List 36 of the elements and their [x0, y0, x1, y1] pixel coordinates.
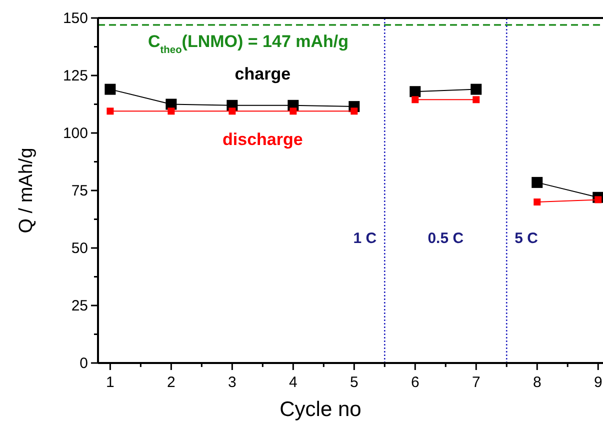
- x-tick-label: 4: [288, 374, 298, 391]
- point: [410, 86, 421, 98]
- x-tick-label: 3: [228, 374, 236, 391]
- point: [228, 108, 236, 115]
- point: [534, 198, 541, 206]
- point: [350, 108, 358, 115]
- point: [290, 108, 297, 115]
- y-axis-title: Q / mAh/g: [16, 148, 37, 234]
- x-tick-label: 5: [350, 374, 358, 391]
- y-tick-label: 0: [80, 355, 88, 372]
- x-tick-label: 7: [472, 374, 480, 391]
- annotation: 5 C: [514, 230, 538, 247]
- annotation: 0.5 C: [428, 230, 464, 247]
- y-tick-label: 25: [71, 298, 88, 314]
- x-tick-label: 2: [167, 374, 176, 391]
- series-label: discharge: [222, 130, 303, 150]
- annotation: 1 C: [353, 230, 377, 247]
- x-tick-label: 9: [594, 374, 602, 391]
- point: [532, 176, 543, 188]
- x-tick-label: 6: [410, 374, 420, 391]
- y-tick-label: 50: [71, 240, 88, 257]
- point: [104, 84, 116, 95]
- x-tick-label: 1: [106, 374, 114, 391]
- ref-line-label: C$_{theo}$(LNMO) = 147 mAh/g: [148, 32, 349, 56]
- point: [470, 84, 482, 95]
- point: [412, 96, 419, 104]
- y-tick-label: 125: [62, 68, 88, 84]
- x-tick-label: 8: [532, 374, 542, 391]
- point: [106, 108, 114, 115]
- point: [168, 108, 175, 115]
- series-label: charge: [234, 64, 291, 84]
- y-tick-label: 75: [71, 182, 88, 200]
- x-axis-title: Cycle no: [280, 398, 362, 421]
- point: [472, 96, 480, 104]
- y-tick-label: 150: [62, 10, 88, 27]
- y-tick-label: 100: [62, 125, 88, 142]
